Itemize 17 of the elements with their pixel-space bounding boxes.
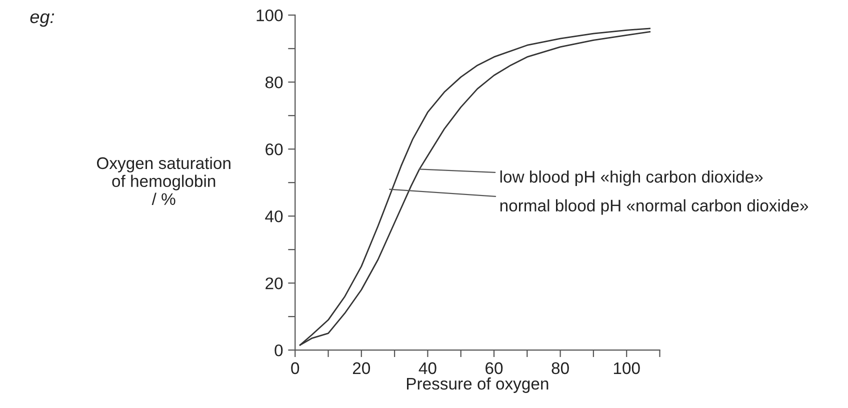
y-tick-label: 60 bbox=[266, 143, 283, 156]
y-tick-label: 0 bbox=[274, 344, 283, 356]
x-tick-label: 60 bbox=[486, 362, 503, 374]
y-tick-label: 20 bbox=[266, 277, 283, 290]
y-tick-label: 80 bbox=[265, 76, 283, 88]
x-tick-label: 0 bbox=[291, 362, 300, 374]
x-tick-label: 40 bbox=[418, 362, 436, 374]
y-tick-label: 40 bbox=[265, 210, 283, 222]
annotation: normal blood pH «normal carbon dioxide» bbox=[500, 199, 808, 215]
y-tick-label: 100 bbox=[256, 9, 283, 22]
x-axis-title: Pressure of oxygen bbox=[407, 377, 548, 393]
x-tick-label: 80 bbox=[552, 362, 569, 374]
y-axis-title: Oxygen saturation of hemoglobin / % bbox=[96, 156, 230, 206]
x-tick-label: 100 bbox=[614, 362, 640, 374]
x-tick-label: 20 bbox=[352, 362, 370, 374]
text: eg: bbox=[30, 13, 54, 27]
annotation: low blood pH «high carbon dioxide» bbox=[500, 170, 763, 186]
